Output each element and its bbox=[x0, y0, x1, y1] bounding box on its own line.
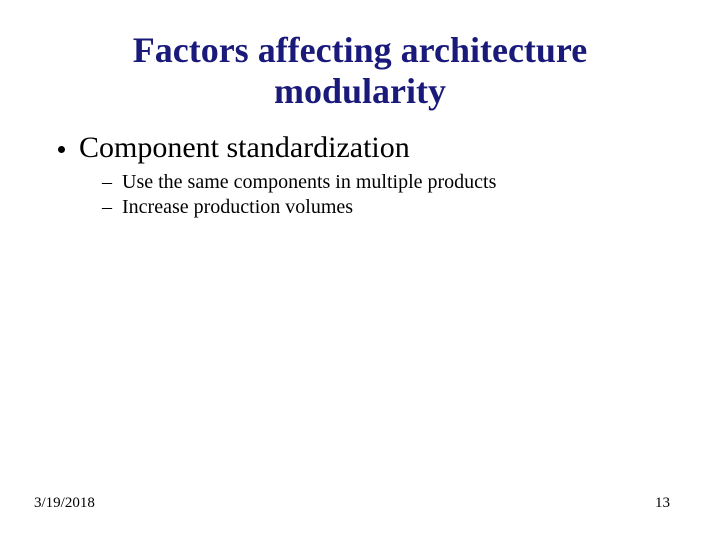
bullet-dot-icon bbox=[58, 146, 65, 153]
sub-bullet-list: – Use the same components in multiple pr… bbox=[50, 171, 670, 219]
bullet-item: Component standardization bbox=[58, 131, 670, 165]
dash-icon: – bbox=[102, 171, 112, 194]
slide: Factors affecting architecture modularit… bbox=[0, 0, 720, 540]
slide-footer: 3/19/2018 13 bbox=[34, 495, 670, 512]
slide-title: Factors affecting architecture modularit… bbox=[50, 30, 670, 113]
bullet-text: Component standardization bbox=[79, 131, 410, 165]
title-line-1: Factors affecting architecture bbox=[133, 30, 587, 70]
title-line-2: modularity bbox=[274, 71, 446, 111]
dash-icon: – bbox=[102, 196, 112, 219]
sub-bullet-text: Increase production volumes bbox=[122, 196, 353, 219]
footer-page-number: 13 bbox=[655, 495, 670, 512]
bullet-list: Component standardization bbox=[50, 131, 670, 165]
sub-bullet-text: Use the same components in multiple prod… bbox=[122, 171, 496, 194]
sub-bullet-item: – Use the same components in multiple pr… bbox=[102, 171, 670, 194]
sub-bullet-item: – Increase production volumes bbox=[102, 196, 670, 219]
footer-date: 3/19/2018 bbox=[34, 495, 95, 512]
